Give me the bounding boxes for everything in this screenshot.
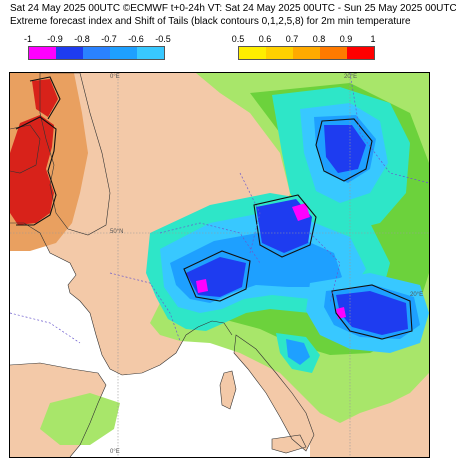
legend-tick: 0.8 — [312, 34, 326, 44]
map-svg — [10, 73, 429, 457]
legend-swatch — [56, 47, 83, 59]
legend-tick: -0.9 — [47, 34, 63, 44]
legend-tick: 0.7 — [285, 34, 299, 44]
negative-anomaly-layer — [146, 87, 429, 373]
map-panel[interactable]: 0°E 20°E 50°N 20°E 0°E — [9, 72, 430, 458]
legend-swatch — [347, 47, 374, 59]
legend-tick: -1 — [23, 34, 33, 44]
legend-tick: 0.5 — [231, 34, 245, 44]
legend-tick: -0.5 — [155, 34, 171, 44]
legend-swatch — [266, 47, 293, 59]
lon-label-20-right: 20°E — [410, 292, 424, 298]
chart-title-line-1: Sat 24 May 2025 00UTC ©ECMWF t+0-24h VT:… — [10, 3, 456, 14]
positive-anomaly-layer — [10, 73, 88, 251]
legend-swatch — [293, 47, 320, 59]
sot-contours — [15, 76, 413, 340]
legend-tick: 0.6 — [258, 34, 272, 44]
legend-tick: -0.7 — [101, 34, 117, 44]
legend-tick: -0.6 — [128, 34, 144, 44]
lon-label-0: 0°E — [110, 74, 120, 80]
legend-tick: 1 — [370, 34, 376, 44]
legend-tick: 0.9 — [339, 34, 353, 44]
lon-label-0-bottom: 0°E — [110, 449, 120, 455]
legend-swatch — [110, 47, 137, 59]
lon-label-20: 20°E — [344, 74, 358, 80]
country-borders — [10, 73, 429, 344]
legend-swatch — [239, 47, 266, 59]
chart-title-line-2: Extreme forecast index and Shift of Tail… — [10, 16, 411, 27]
graticule — [10, 73, 429, 457]
legend-tick: -0.8 — [74, 34, 90, 44]
legend-negative: -1 -0.9 -0.8 -0.7 -0.6 -0.5 — [20, 34, 190, 60]
legend-swatch — [137, 47, 164, 59]
legend-positive: 0.5 0.6 0.7 0.8 0.9 1 — [230, 34, 400, 60]
legend-swatch — [29, 47, 56, 59]
legend-swatch — [320, 47, 347, 59]
lat-label-50: 50°N — [110, 229, 124, 235]
coastlines — [10, 73, 315, 457]
legend-swatch — [83, 47, 110, 59]
